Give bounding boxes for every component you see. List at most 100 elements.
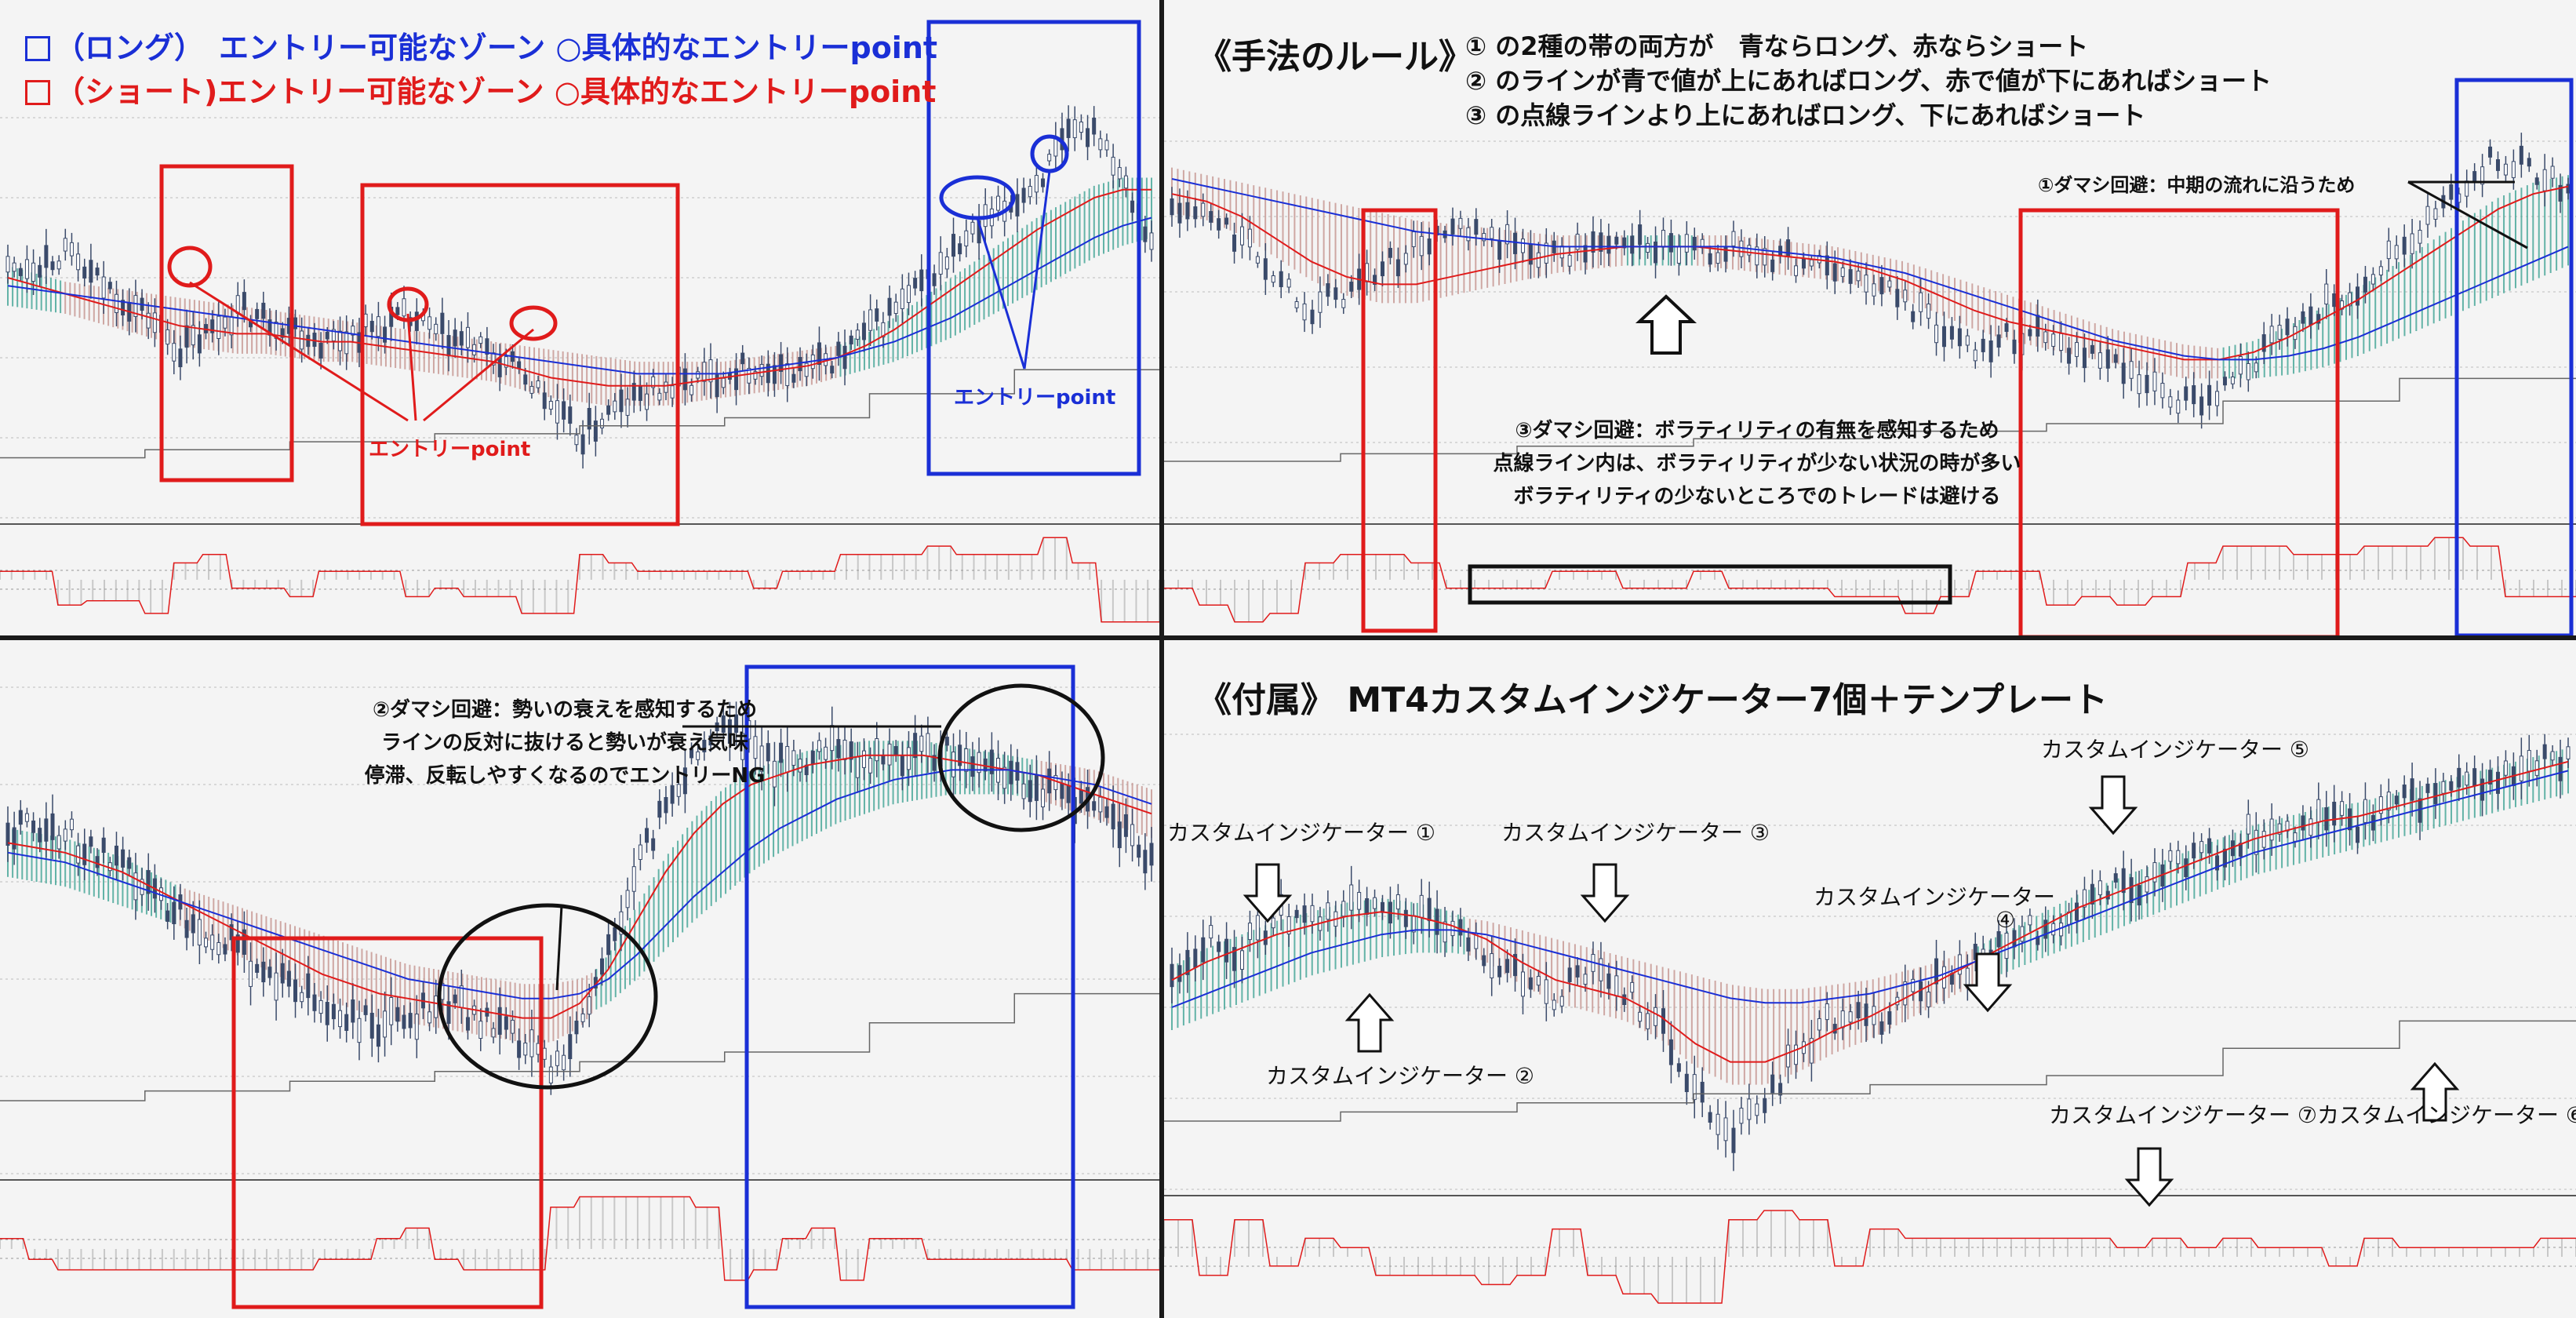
down-arrow-icon — [1580, 863, 1630, 923]
candle-body — [2028, 329, 2032, 337]
candle-body — [1606, 973, 1611, 989]
candle-body — [1661, 229, 1665, 248]
short-zone-box — [360, 183, 680, 526]
candle-body — [1279, 271, 1283, 288]
candle-body — [645, 393, 649, 410]
candle-body — [2566, 746, 2571, 759]
legend-short-point: ○具体的なエントリーpoint — [554, 75, 937, 109]
candle-body — [1239, 226, 1244, 246]
candle-body — [216, 315, 221, 340]
candle-body — [18, 268, 23, 276]
candle-body — [600, 958, 605, 975]
candle-body — [2340, 801, 2345, 816]
stepped-level-line — [1164, 377, 2576, 462]
candle-body — [2316, 799, 2321, 823]
candle-body — [1716, 1113, 1720, 1135]
candle-body — [2449, 184, 2454, 200]
candle-body — [1224, 938, 1229, 963]
candle-body — [491, 1028, 496, 1038]
candle-body — [2012, 339, 2017, 355]
candle-body — [306, 973, 311, 999]
candle-body — [2386, 792, 2391, 810]
candle-body — [1294, 301, 1299, 308]
candle-body — [913, 278, 918, 289]
candle-body — [280, 328, 285, 338]
candle-body — [817, 342, 821, 366]
candle-body — [1864, 275, 1868, 293]
candle-body — [1201, 937, 1206, 963]
oscillator-line — [1164, 537, 2576, 623]
candle-body — [2238, 843, 2243, 857]
candle-body — [69, 818, 74, 831]
candle-body — [1957, 954, 1962, 975]
candle-body — [338, 330, 343, 351]
candle-body — [1957, 328, 1962, 347]
candle-body — [1117, 821, 1122, 849]
candle-body — [1505, 224, 1510, 245]
candle-body — [114, 845, 118, 866]
candle-body — [875, 738, 879, 762]
candle-body — [2550, 751, 2555, 761]
dama-note-3-line1: ③ダマシ回避：ボラティリティの有無を感知するため — [1515, 419, 1999, 442]
candle-body — [44, 818, 49, 842]
candle-body — [89, 836, 93, 847]
candle-body — [1559, 996, 1564, 1007]
candle-body — [1747, 245, 1752, 256]
method-title: 《手法のルール》 — [1197, 37, 1473, 77]
candle-body — [1786, 239, 1791, 257]
candle-body — [1098, 796, 1103, 813]
ma-line-blue — [1171, 178, 2569, 361]
candle-body — [261, 961, 266, 983]
candle-body — [1801, 258, 1806, 269]
candle-body — [1326, 902, 1330, 920]
dama-note-3-line2: 点線ライン内は、ボラティリティが少ない状況の時が多い — [1493, 452, 2021, 475]
candle-body — [1739, 1108, 1744, 1124]
candle-body — [216, 941, 221, 956]
candle-body — [2378, 796, 2383, 814]
candle-body — [286, 970, 291, 987]
chart-panel-top-right — [1164, 0, 2576, 635]
candle-body — [63, 828, 67, 842]
candle-body — [645, 828, 649, 843]
candle-body — [428, 316, 432, 330]
candle-body — [1497, 240, 1502, 260]
candle-body — [1066, 118, 1071, 138]
candle-body — [715, 374, 719, 398]
candle-body — [146, 312, 151, 329]
candle-body — [1232, 947, 1237, 971]
candle-body — [542, 392, 547, 410]
candle-body — [1676, 246, 1681, 264]
candle-body — [152, 312, 157, 333]
candle-body — [1458, 919, 1463, 936]
candle-body — [1614, 975, 1619, 996]
candle-body — [887, 297, 892, 316]
candle-body — [140, 879, 144, 895]
candle-body — [1544, 242, 1548, 264]
candle-body — [1965, 335, 1970, 346]
candle-body — [223, 316, 227, 329]
candle-body — [428, 1011, 432, 1024]
candle-body — [900, 288, 904, 310]
ma-line-red — [1171, 185, 2569, 361]
long-zone-box — [744, 664, 1075, 1309]
candle-body — [2324, 806, 2329, 831]
candle-body — [1520, 238, 1525, 253]
rule-3: ③ の点線ラインより上にあればロング、下にあればショート — [1465, 100, 2146, 130]
candle-body — [191, 914, 195, 934]
candle-body — [497, 1007, 502, 1035]
candle-body — [536, 1043, 540, 1055]
candle-body — [625, 399, 630, 416]
candle-body — [331, 1003, 336, 1020]
candle-body — [1973, 349, 1977, 362]
candle-body — [89, 260, 93, 283]
candle-body — [2285, 319, 2290, 336]
candle-body — [2503, 163, 2508, 176]
dama-note-1: ①ダマシ回避：中期の流れに沿うため — [2038, 174, 2356, 196]
candle-body — [1053, 775, 1058, 791]
candle-body — [2254, 829, 2258, 855]
candle-body — [1341, 299, 1346, 308]
candle-body — [747, 368, 751, 384]
candle-body — [727, 719, 732, 744]
candle-body — [798, 759, 802, 773]
candle-body — [1002, 766, 1007, 789]
